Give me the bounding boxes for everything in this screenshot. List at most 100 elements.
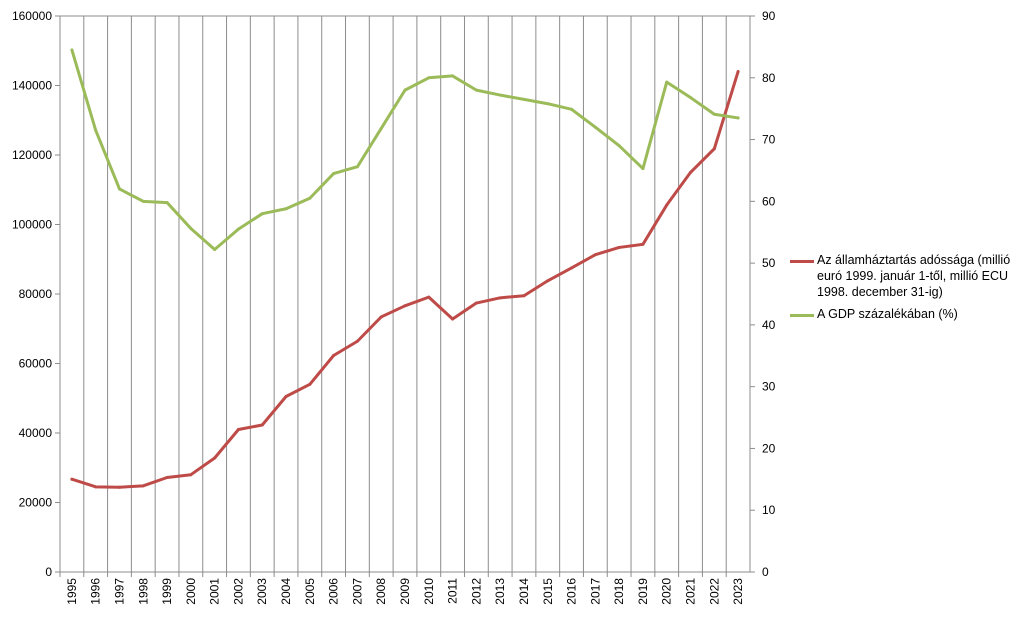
- series-layer: [70, 48, 740, 489]
- gdp-percent-data-point: [593, 125, 597, 129]
- debt-data-point: [94, 485, 98, 489]
- gdp-percent-data-point: [498, 93, 502, 97]
- x-axis-tick-label: 2006: [327, 578, 341, 605]
- x-axis-tick-label: 2018: [612, 578, 626, 605]
- debt-data-point: [665, 203, 669, 207]
- right-axis-tick-label: 40: [762, 318, 776, 332]
- debt-data-point: [355, 339, 359, 343]
- legend-swatch-gdp-percent: [790, 314, 814, 317]
- x-axis-tick-label: 1996: [89, 578, 103, 605]
- debt-data-point: [213, 456, 217, 460]
- debt-data-point: [498, 296, 502, 300]
- debt-data-point: [736, 70, 740, 74]
- x-axis-tick-label: 2013: [493, 578, 507, 605]
- debt-data-point: [593, 253, 597, 257]
- debt-data-point: [451, 317, 455, 321]
- x-axis-tick-label: 2023: [731, 578, 745, 605]
- debt-data-point: [641, 242, 645, 246]
- left-axis-tick-label: 140000: [12, 79, 52, 93]
- legend-item-debt: Az államháztartás adóssága (millió euró …: [790, 252, 1022, 300]
- right-axis-tick-label: 80: [762, 71, 776, 85]
- x-axis-tick-label: 2020: [660, 578, 674, 605]
- left-axis-tick-label: 40000: [19, 426, 53, 440]
- gdp-percent-data-point: [332, 172, 336, 176]
- debt-data-point: [546, 279, 550, 283]
- gdp-percent-data-point: [712, 112, 716, 116]
- x-axis-tick-label: 2004: [279, 578, 293, 605]
- right-axis-tick-label: 0: [762, 565, 769, 579]
- gdp-percent-data-point: [117, 187, 121, 191]
- debt-data-point: [236, 428, 240, 432]
- right-axis-tick-label: 60: [762, 194, 776, 208]
- x-axis-tick-label: 1998: [136, 578, 150, 605]
- debt-data-point: [189, 473, 193, 477]
- gdp-percent-data-point: [665, 80, 669, 84]
- x-axis-tick-label: 2007: [350, 578, 364, 605]
- gdp-percent-data-point: [355, 165, 359, 169]
- gdp-percent-data-point: [689, 96, 693, 100]
- x-axis-tick-label: 2001: [208, 578, 222, 605]
- x-axis-tick-label: 2014: [517, 578, 531, 605]
- debt-data-point: [403, 304, 407, 308]
- x-axis-tick-label: 2011: [446, 578, 460, 604]
- x-axis-tick-label: 2016: [565, 578, 579, 605]
- right-axis-tick-label: 90: [762, 9, 776, 23]
- left-axis-tick-label: 100000: [12, 218, 52, 232]
- gdp-percent-data-point: [403, 88, 407, 92]
- gdp-percent-data-point: [736, 116, 740, 120]
- x-axis-tick-label: 1995: [65, 578, 79, 605]
- x-axis-tick-label: 2009: [398, 578, 412, 605]
- gdp-percent-data-point: [379, 126, 383, 130]
- gdp-percent-data-point: [427, 76, 431, 80]
- right-axis-tick-label: 50: [762, 256, 776, 270]
- x-axis-tick-label: 2022: [707, 578, 721, 605]
- x-axis-tick-label: 2005: [303, 578, 317, 605]
- debt-series-line: [70, 70, 740, 489]
- x-axis-tick-label: 2003: [255, 578, 269, 605]
- left-axis-tick-label: 0: [45, 565, 52, 579]
- gdp-percent-data-point: [141, 199, 145, 203]
- debt-data-point: [474, 301, 478, 305]
- x-axis-tick-label: 2012: [469, 578, 483, 605]
- debt-data-point: [689, 170, 693, 174]
- left-axis-tick-label: 80000: [19, 287, 53, 301]
- x-axis-tick-label: 2021: [684, 578, 698, 605]
- debt-data-point: [308, 382, 312, 386]
- debt-data-point: [70, 477, 74, 481]
- left-axis-tick-label: 160000: [12, 9, 52, 23]
- right-axis-tick-label: 20: [762, 441, 776, 455]
- gdp-percent-data-point: [308, 196, 312, 200]
- gdp-percent-data-point: [70, 48, 74, 52]
- legend: Az államháztartás adóssága (millió euró …: [790, 252, 1022, 328]
- grid-layer: [59, 16, 751, 572]
- gdp-percent-data-point: [641, 167, 645, 171]
- axes-layer: [55, 15, 755, 577]
- right-axis-tick-label: 10: [762, 503, 776, 517]
- gdp-percent-data-point: [451, 74, 455, 78]
- debt-data-point: [427, 295, 431, 299]
- debt-data-point: [712, 147, 716, 151]
- debt-data-point: [165, 475, 169, 479]
- debt-data-point: [117, 485, 121, 489]
- gdp-percent-data-point: [189, 227, 193, 231]
- legend-label-gdp-percent: A GDP százalékában (%): [817, 307, 958, 321]
- tick-layer: 0200004000060000800001000001200001400001…: [12, 9, 776, 605]
- debt-data-point: [522, 294, 526, 298]
- gdp-percent-data-point: [522, 97, 526, 101]
- left-axis-tick-label: 60000: [19, 357, 53, 371]
- debt-data-point: [570, 266, 574, 270]
- debt-data-point: [260, 423, 264, 427]
- x-axis-tick-label: 2010: [422, 578, 436, 605]
- gdp-percent-data-point: [260, 212, 264, 216]
- legend-swatch-debt: [790, 260, 814, 263]
- x-axis-tick-label: 2008: [374, 578, 388, 605]
- gdp-percent-data-point: [165, 201, 169, 205]
- debt-data-point: [379, 315, 383, 319]
- debt-data-point: [141, 484, 145, 488]
- legend-label-debt: Az államháztartás adóssága (millió euró …: [817, 253, 1011, 299]
- gdp-percent-data-point: [546, 102, 550, 106]
- left-axis-tick-label: 20000: [19, 496, 53, 510]
- right-axis-tick-label: 70: [762, 133, 776, 147]
